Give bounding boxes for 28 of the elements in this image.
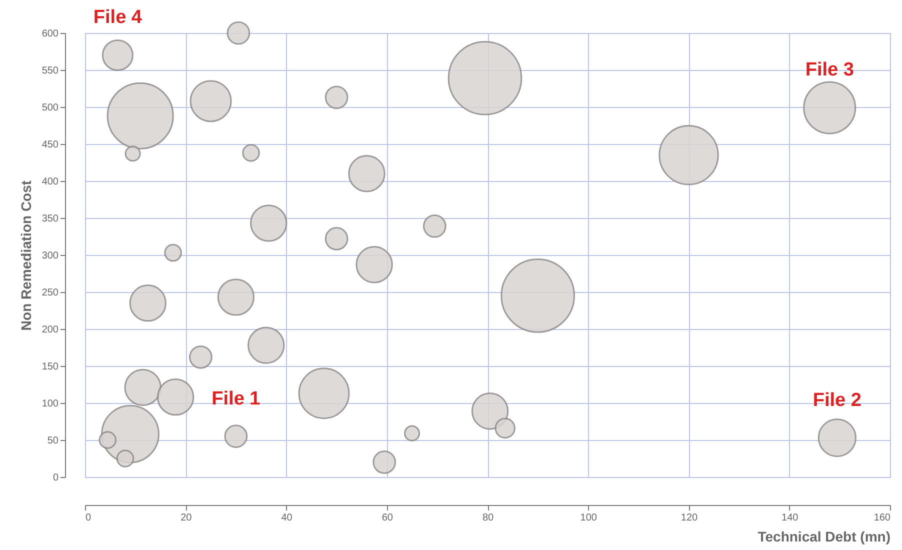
x-tick-label: 40 — [281, 512, 293, 524]
x-tick-label: 0 — [86, 512, 92, 524]
y-tick-label: 100 — [42, 398, 59, 410]
x-tick-label: 140 — [782, 512, 799, 524]
x-tick-label: 120 — [680, 512, 698, 524]
y-tick-label: 300 — [42, 250, 59, 262]
annotation: File 3 — [805, 60, 854, 81]
y-tick-label: 250 — [42, 288, 59, 298]
y-tick-label: 450 — [42, 140, 59, 150]
x-tick-label: 60 — [382, 512, 394, 524]
y-tick-label: 0 — [52, 472, 59, 484]
y-tick-label: 350 — [42, 214, 59, 224]
y-tick-label: 200 — [42, 324, 59, 336]
y-tick-label: 500 — [42, 102, 59, 114]
x-tick-label: 80 — [482, 512, 494, 524]
y-tick-label: 550 — [42, 66, 59, 76]
annotation: File 2 — [812, 390, 862, 411]
y-axis-title: Non Remediation Cost — [18, 180, 34, 331]
x-axis-title: Technical Debt (mn) — [758, 528, 890, 544]
y-tick-label: 50 — [47, 436, 59, 446]
y-tick-label: 400 — [42, 176, 59, 188]
y-tick-label: 150 — [42, 362, 59, 372]
annotation: File 1 — [212, 388, 261, 410]
x-tick-label: 160 — [874, 512, 891, 524]
annotation: File 4 — [93, 7, 142, 28]
x-tick-label: 100 — [580, 512, 598, 524]
x-tick-label: 20 — [180, 512, 192, 524]
y-tick-label: 600 — [42, 28, 59, 40]
